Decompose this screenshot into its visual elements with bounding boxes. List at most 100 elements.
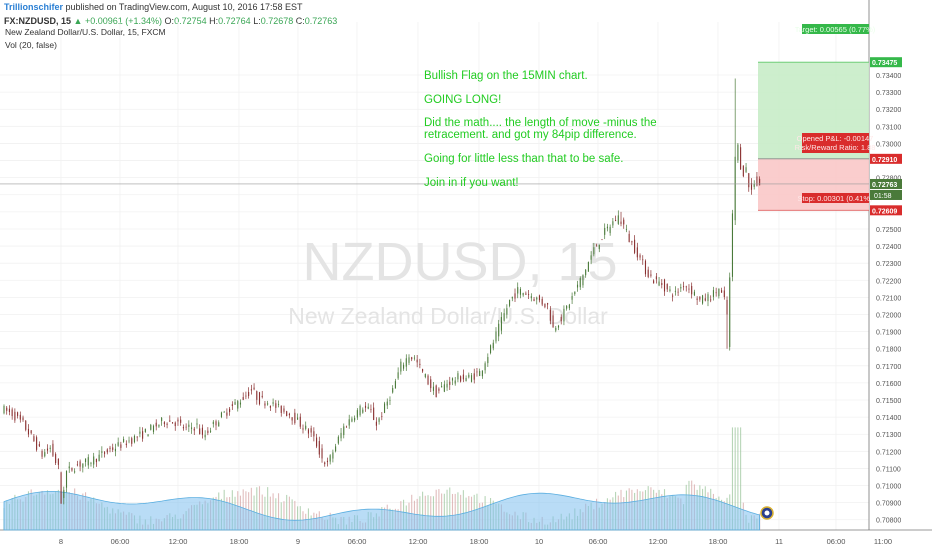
candle-body <box>142 431 144 439</box>
volume-bar <box>462 490 464 530</box>
candle-body <box>231 404 233 406</box>
candle-body <box>136 436 138 438</box>
price-tick-label: 0.72200 <box>876 278 901 285</box>
candle-body <box>734 156 736 221</box>
volume-bar <box>449 487 451 530</box>
candle-body <box>57 458 59 465</box>
candle-body <box>677 291 679 293</box>
candle-body <box>606 226 608 229</box>
candle-body <box>674 290 676 292</box>
time-tick-label: 11 <box>775 537 783 546</box>
price-axis[interactable]: 0.734000.733000.732000.731000.730000.729… <box>876 73 901 525</box>
candle-body <box>269 405 271 408</box>
candle-body <box>248 392 250 397</box>
candle-body <box>38 444 40 447</box>
candle-body <box>220 412 223 418</box>
candle-body <box>723 290 725 298</box>
candle-body <box>541 298 543 305</box>
candle-body <box>547 303 549 305</box>
candle-body <box>125 443 127 446</box>
legend-main[interactable]: New Zealand Dollar/U.S. Dollar, 15, FXCM <box>5 27 166 37</box>
candle-body <box>574 291 576 295</box>
stop-price-tag: 0.72609 <box>872 208 897 215</box>
candle-body <box>519 289 521 295</box>
volume-bar <box>446 489 448 530</box>
candle-body <box>718 288 720 297</box>
candle-body <box>750 183 753 190</box>
annotation-text[interactable]: Bullish Flag on the 15MIN chart. GOING L… <box>424 70 657 189</box>
candle-body <box>104 452 106 454</box>
candle-body <box>76 464 78 466</box>
candle-body <box>335 446 337 452</box>
time-tick-label: 12:00 <box>409 537 428 546</box>
candle-body <box>742 165 744 177</box>
candle-body <box>615 219 617 222</box>
tradingview-logo <box>760 506 774 520</box>
candle-body <box>101 451 103 453</box>
candle-body <box>163 422 165 425</box>
publish-info: published on TradingView.com, August 10,… <box>65 2 303 12</box>
price-tick-label: 0.73300 <box>876 90 901 97</box>
legend-volume[interactable]: Vol (20, false) <box>5 40 57 50</box>
volume-bar <box>441 493 443 530</box>
candle-body <box>362 409 364 413</box>
candle-body <box>712 290 714 297</box>
candle-body <box>503 313 505 321</box>
candle-body <box>397 372 399 379</box>
candle-body <box>152 425 155 432</box>
candle-body <box>283 408 285 412</box>
candle-body <box>451 378 454 381</box>
candle-body <box>93 456 95 465</box>
volume-bar <box>424 495 426 530</box>
candle-body <box>8 408 10 413</box>
candle-body <box>432 386 435 391</box>
candle-body <box>329 455 331 462</box>
time-tick-label: 06:00 <box>589 537 608 546</box>
candle-body <box>381 416 383 418</box>
countdown-tag: 01:58 <box>874 193 892 200</box>
candle-body <box>557 325 560 328</box>
candle-body <box>44 452 46 457</box>
candle-body <box>321 448 323 459</box>
risk-reward-label: Risk/Reward Ratio: 1.88 <box>795 143 876 152</box>
candle-body <box>484 363 486 371</box>
candle-body <box>663 279 666 292</box>
author-link[interactable]: Trillionschifer <box>4 2 64 12</box>
candle-body <box>318 441 320 455</box>
candle-body <box>68 466 70 469</box>
candle-body <box>65 470 68 488</box>
candle-body <box>49 447 51 449</box>
time-axis[interactable]: 8 06:00 12:00 18:00 9 06:00 12:00 18:00 10 06:00 1… <box>59 537 892 546</box>
price-tick-label: 0.72300 <box>876 261 901 268</box>
candle-body <box>495 331 497 342</box>
candle-body <box>585 269 587 276</box>
annotation-line-2: GOING LONG! <box>424 94 501 106</box>
candle-body <box>169 420 171 422</box>
position-labels[interactable]: Target: 0.00565 (0.77%) Opened P&L: -0.0… <box>795 24 876 203</box>
candle-body <box>470 375 473 382</box>
volume-bar <box>422 491 424 530</box>
candle-body <box>669 289 671 292</box>
candle-body <box>552 315 554 328</box>
symbol-label[interactable]: FX:NZDUSD, 15 <box>4 16 72 26</box>
candle-body <box>212 421 214 425</box>
candle-body <box>275 403 277 408</box>
volume-bar <box>435 489 437 530</box>
candle-body <box>30 430 32 434</box>
candle-body <box>661 283 663 285</box>
candle-body <box>696 298 698 300</box>
time-tick-label: 06:00 <box>827 537 846 546</box>
candle-body <box>340 432 342 439</box>
candle-body <box>691 285 693 295</box>
time-tick-label: 18:00 <box>230 537 249 546</box>
price-tick-label: 0.72400 <box>876 244 901 251</box>
volume-bar <box>291 499 293 530</box>
price-tick-label: 0.71000 <box>876 484 901 491</box>
candle-body <box>226 412 228 416</box>
price-tags: 0.73475 0.72910 0.72609 0.72763 01:58 <box>870 57 902 216</box>
candle-body <box>332 452 334 459</box>
candle-body <box>171 422 174 424</box>
candle-body <box>245 395 247 397</box>
candlesticks <box>3 78 761 505</box>
